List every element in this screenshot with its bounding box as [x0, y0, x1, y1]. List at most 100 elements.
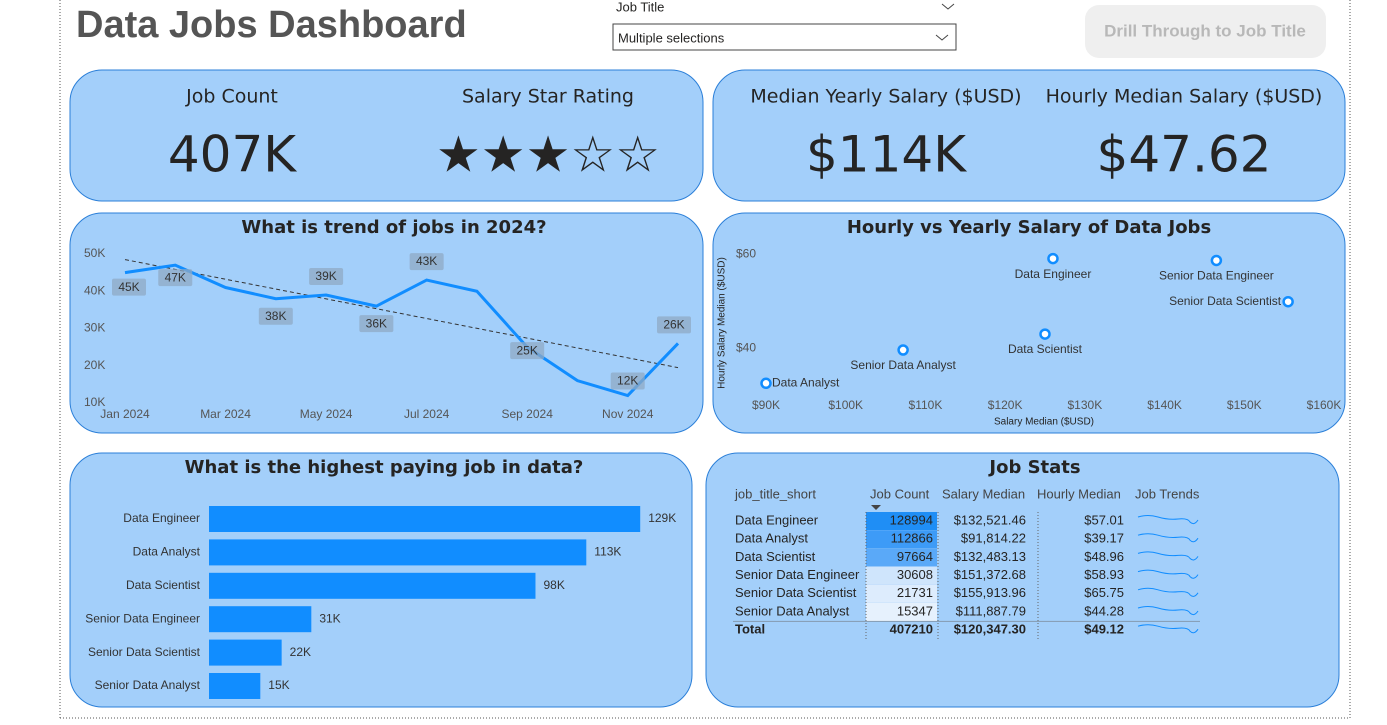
- table-total: $49.12: [1084, 622, 1124, 637]
- x-tick-label: $90K: [752, 398, 780, 412]
- table-cell: 112866: [891, 531, 933, 546]
- y-tick-label: Data Analyst: [133, 545, 201, 559]
- table-title: Job Stats: [987, 457, 1080, 478]
- table-cell: Data Engineer: [735, 512, 819, 527]
- line-series: [124, 263, 680, 398]
- scatter-point: [760, 377, 772, 390]
- table-cell: $155,913.96: [954, 585, 1026, 600]
- data-label: 45K: [118, 280, 139, 294]
- kpi-label: Job Count: [185, 86, 278, 108]
- bar: [209, 639, 282, 666]
- data-label: 26K: [663, 318, 684, 332]
- data-label: 36K: [366, 316, 387, 330]
- sparkline: [1137, 624, 1199, 634]
- data-label: 129K: [648, 511, 676, 525]
- sparkline: [1137, 515, 1199, 525]
- kpi-label: Hourly Median Salary ($USD): [1046, 86, 1323, 108]
- count-cell: [866, 530, 937, 549]
- table-cell: 21731: [897, 585, 933, 600]
- y-tick-label: $60: [736, 247, 756, 261]
- point-label: Data Scientist: [1008, 342, 1083, 356]
- table-total: Total: [735, 622, 765, 637]
- trend-line: [124, 259, 679, 369]
- table-total: $120,347.30: [954, 622, 1026, 637]
- data-label-box: [409, 253, 444, 271]
- data-label: 47K: [165, 270, 186, 284]
- point-label: Data Engineer: [1015, 267, 1092, 281]
- kpi-panel: [69, 69, 704, 202]
- data-label-box: [657, 316, 691, 334]
- chart-title: Hourly vs Yearly Salary of Data Jobs: [847, 217, 1211, 238]
- data-label-box: [112, 278, 146, 296]
- point-label: Senior Data Engineer: [1159, 269, 1274, 283]
- x-tick-label: Jul 2024: [404, 407, 450, 421]
- chevron: [935, 34, 949, 41]
- y-tick-label: $40: [736, 340, 756, 354]
- x-tick-label: $160K: [1307, 398, 1342, 412]
- kpi-value: $114K: [806, 126, 967, 184]
- sparkline: [1137, 606, 1199, 616]
- x-tick-label: $130K: [1068, 398, 1103, 412]
- y-tick-label: Senior Data Analyst: [95, 678, 201, 692]
- count-cell: [866, 603, 937, 621]
- table-cell: $132,521.46: [954, 512, 1026, 527]
- chart-panel: [712, 212, 1346, 434]
- drill-button[interactable]: [1085, 5, 1326, 58]
- scatter-point: [897, 344, 909, 356]
- sparkline: [1137, 551, 1199, 561]
- y-tick-label: 20K: [84, 358, 105, 372]
- kpi-panel: [712, 69, 1346, 202]
- point-label: Senior Data Scientist: [1169, 294, 1282, 308]
- x-tick-label: Sep 2024: [501, 407, 553, 421]
- sparkline: [1137, 533, 1199, 543]
- data-label: 39K: [315, 269, 336, 283]
- chart-title: What is trend of jobs in 2024?: [241, 217, 546, 238]
- data-label: 12K: [617, 374, 638, 388]
- table-cell: $48.96: [1084, 549, 1124, 564]
- column-header: job_title_short: [734, 486, 816, 501]
- data-label-box: [309, 267, 344, 285]
- data-label-box: [158, 269, 193, 287]
- data-label: 38K: [265, 309, 286, 323]
- dashboard-title: Data Jobs Dashboard: [76, 4, 467, 46]
- y-tick-label: Data Scientist: [126, 578, 201, 592]
- x-tick-label: $100K: [828, 398, 863, 412]
- table-cell: Senior Data Analyst: [735, 603, 850, 618]
- x-tick-label: Mar 2024: [200, 407, 251, 421]
- data-label: 22K: [290, 645, 311, 659]
- column-header: Salary Median: [942, 486, 1025, 501]
- table-cell: Data Scientist: [735, 549, 816, 564]
- column-header: Job Count: [870, 486, 930, 501]
- data-label: 98K: [543, 578, 564, 592]
- y-tick-label: 30K: [84, 321, 105, 335]
- y-tick-label: Senior Data Scientist: [88, 645, 201, 659]
- table-cell: $58.93: [1084, 567, 1124, 582]
- count-cell: [866, 584, 937, 603]
- kpi-value: 407K: [168, 126, 297, 184]
- y-tick-label: 10K: [84, 395, 105, 409]
- scatter-point: [1210, 254, 1223, 267]
- y-tick-label: Data Engineer: [123, 511, 200, 525]
- sort-indicator: [871, 505, 881, 510]
- table-cell: Data Analyst: [735, 531, 808, 546]
- count-cell: [866, 512, 937, 530]
- table-cell: 97664: [897, 549, 933, 564]
- data-label: 113K: [594, 545, 621, 559]
- x-tick-label: $120K: [988, 398, 1023, 412]
- filter-label: Job Title: [616, 0, 664, 14]
- table-total: 407210: [890, 622, 933, 637]
- data-label-box: [510, 342, 545, 360]
- drill-button-label: Drill Through to Job Title: [1104, 21, 1306, 40]
- x-tick-label: $150K: [1227, 398, 1262, 412]
- table-cell: 30608: [897, 567, 933, 582]
- bar: [209, 572, 536, 599]
- bar: [209, 673, 261, 699]
- x-tick-label: $110K: [909, 398, 943, 412]
- data-label: 25K: [517, 343, 538, 357]
- table-cell: $151,372.68: [954, 567, 1026, 582]
- data-label-box: [359, 315, 394, 333]
- x-tick-label: $140K: [1147, 398, 1182, 412]
- sparkline: [1137, 587, 1199, 597]
- filter-dropdown[interactable]: [612, 23, 957, 51]
